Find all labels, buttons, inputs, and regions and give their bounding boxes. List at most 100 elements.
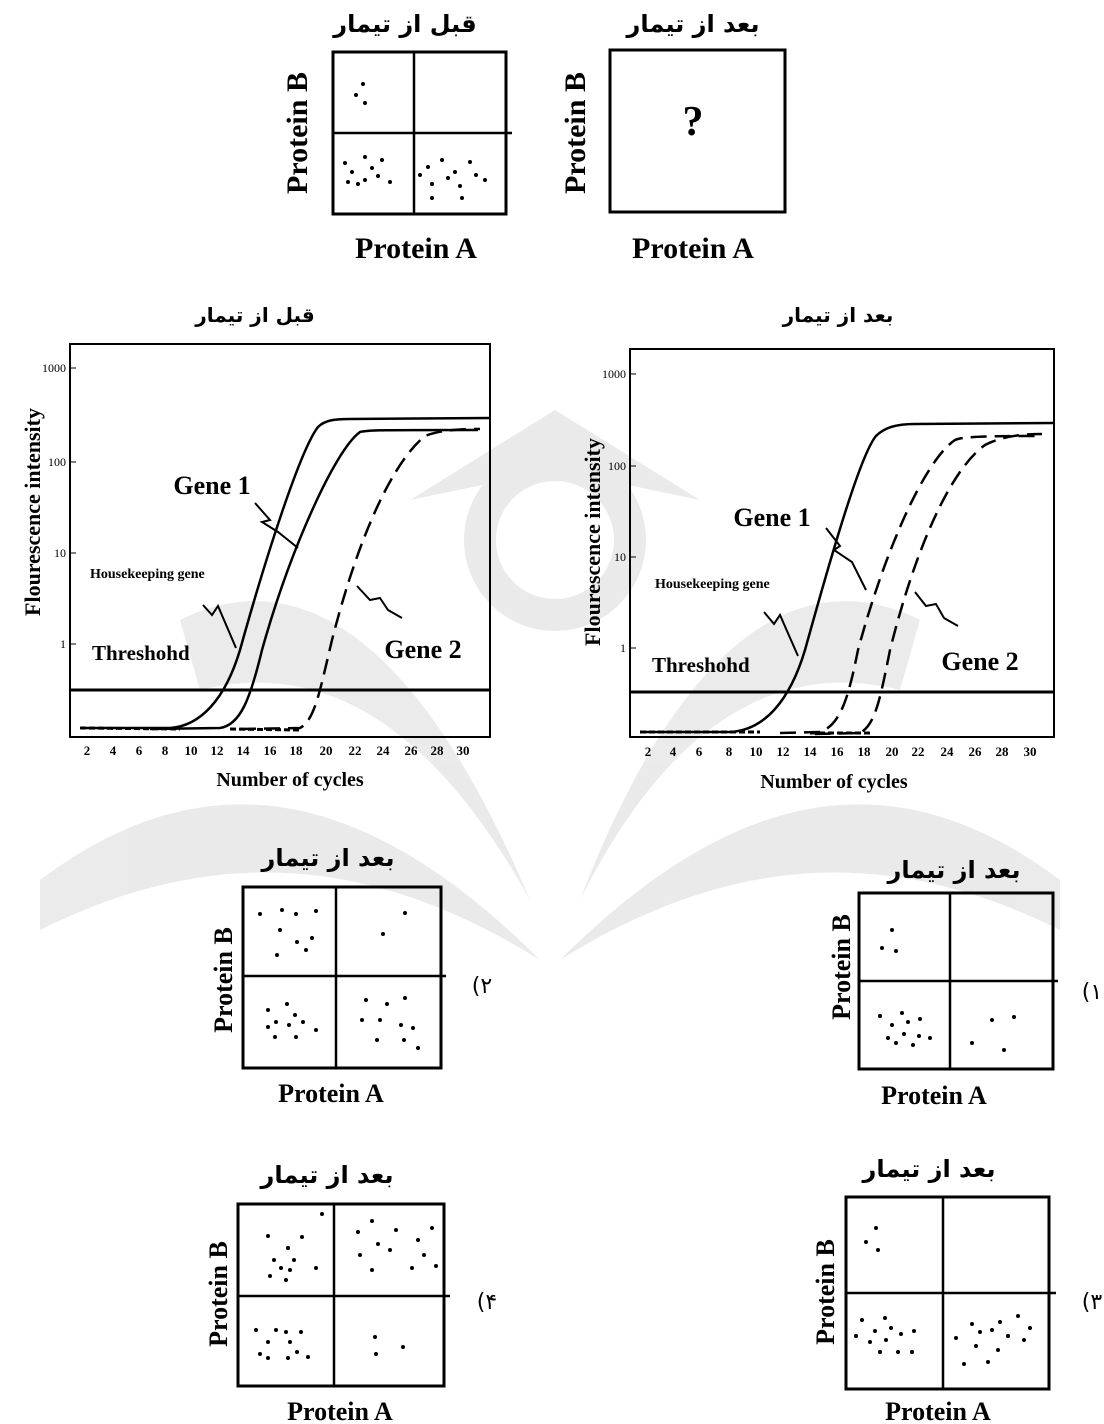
scatter-dot bbox=[453, 170, 457, 174]
scatter-dot bbox=[970, 1041, 974, 1045]
x-tick-label: 18 bbox=[290, 743, 304, 758]
scatter-dot bbox=[314, 1028, 318, 1032]
y-axis-label: Flourescence intensity bbox=[20, 408, 45, 616]
scatter-dot bbox=[356, 1230, 360, 1234]
scatter-dot bbox=[314, 909, 318, 913]
scatter-dot bbox=[292, 1258, 296, 1262]
scatter-dot bbox=[440, 158, 444, 162]
scatter-dot bbox=[364, 998, 368, 1002]
chart-title-after: بعد از تیمار bbox=[782, 303, 894, 327]
x-tick-label: 22 bbox=[912, 744, 925, 759]
scatter-dot bbox=[416, 1238, 420, 1242]
scatter-dot bbox=[890, 928, 894, 932]
y-tick-label: 1000 bbox=[42, 361, 66, 375]
x-tick-label: 14 bbox=[804, 744, 818, 759]
scatter-dot bbox=[363, 155, 367, 159]
y-tick-label: 100 bbox=[608, 459, 626, 473]
scatter-dot bbox=[280, 908, 284, 912]
scatter-dot bbox=[954, 1336, 958, 1340]
scatter-dot bbox=[458, 184, 462, 188]
scatter-dot bbox=[900, 1011, 904, 1015]
chart-title-before: قبل از تیمار bbox=[194, 303, 315, 327]
scatter-dot bbox=[446, 176, 450, 180]
scatter-dot bbox=[385, 1002, 389, 1006]
series-label-gene-2: Gene 2 bbox=[941, 647, 1018, 676]
scatter-dot bbox=[990, 1328, 994, 1332]
scatter-dot bbox=[363, 101, 367, 105]
x-ticks: 2 4 6 8 10 12 14 16 18 20 22 24 26 28 30 bbox=[645, 744, 1037, 759]
graphic-element bbox=[40, 804, 540, 960]
leader-arrow-housekeeping bbox=[202, 603, 237, 649]
x-axis-label: Number of cycles bbox=[760, 771, 908, 793]
scatter-dot bbox=[310, 936, 314, 940]
x-tick-label: 8 bbox=[726, 744, 733, 759]
scatter-dot bbox=[998, 1320, 1002, 1324]
x-tick-label: 30 bbox=[1024, 744, 1037, 759]
scatter-dot bbox=[361, 82, 365, 86]
scatter-dot bbox=[876, 1248, 880, 1252]
x-tick-label: 10 bbox=[750, 744, 763, 759]
scatter-dot bbox=[894, 1041, 898, 1045]
scatter-dot bbox=[896, 1350, 900, 1354]
y-ticks: 1000 100 10 1 bbox=[42, 361, 76, 651]
x-tick-label: 26 bbox=[969, 744, 983, 759]
scatter-dot bbox=[266, 1025, 270, 1029]
scatter-dot bbox=[295, 940, 299, 944]
scatter-dot bbox=[286, 1356, 290, 1360]
x-tick-label: 2 bbox=[645, 744, 652, 759]
scatter-dot bbox=[286, 1246, 290, 1250]
scatter-dot bbox=[272, 1258, 276, 1262]
scatter-dot bbox=[426, 165, 430, 169]
scatter-dot bbox=[358, 1253, 362, 1257]
threshold-label: Threshohd bbox=[92, 641, 190, 665]
x-tick-label: 16 bbox=[264, 743, 278, 758]
scatter-dot bbox=[354, 93, 358, 97]
scatter-dot bbox=[434, 1264, 438, 1268]
scatter-dot bbox=[374, 1352, 378, 1356]
axis-label-protein-a: Protein A bbox=[278, 1079, 384, 1108]
x-tick-label: 14 bbox=[237, 743, 251, 758]
scatter-dot bbox=[370, 166, 374, 170]
scatter-dot bbox=[1012, 1015, 1016, 1019]
dot-cluster bbox=[258, 908, 420, 1050]
dot-cluster bbox=[878, 928, 1016, 1052]
scatter-dot bbox=[864, 1240, 868, 1244]
scatter-dot bbox=[388, 180, 392, 184]
flow-panel-before: قبل از تیمار Protein A Protein B bbox=[281, 10, 512, 265]
scatter-dot bbox=[911, 1043, 915, 1047]
y-tick-label: 1000 bbox=[602, 367, 626, 381]
scatter-dot bbox=[886, 1036, 890, 1040]
axis-label-protein-b: Protein B bbox=[559, 72, 592, 194]
scatter-dot bbox=[401, 1345, 405, 1349]
option-number-2: (۲ bbox=[472, 974, 492, 999]
scatter-dot bbox=[928, 1036, 932, 1040]
scatter-dot bbox=[918, 1017, 922, 1021]
scatter-dot bbox=[376, 1242, 380, 1246]
scatter-dot bbox=[285, 1002, 289, 1006]
scatter-dot bbox=[899, 1332, 903, 1336]
x-tick-label: 20 bbox=[320, 743, 333, 758]
x-tick-label: 30 bbox=[457, 743, 470, 758]
scatter-dot bbox=[287, 1023, 291, 1027]
scatter-dot bbox=[314, 1266, 318, 1270]
graphic-element bbox=[580, 601, 920, 900]
option-number-1: (۱ bbox=[1082, 980, 1102, 1005]
scatter-dot bbox=[381, 932, 385, 936]
scatter-dot bbox=[990, 1018, 994, 1022]
scatter-dot bbox=[430, 1226, 434, 1230]
scatter-dot bbox=[299, 1330, 303, 1334]
option-number-4: (۴ bbox=[477, 1290, 497, 1315]
scatter-dot bbox=[464, 449, 646, 631]
scatter-dot bbox=[360, 1018, 364, 1022]
option-number-3: (۳ bbox=[1082, 1290, 1103, 1315]
scatter-dot bbox=[917, 1034, 921, 1038]
option-3-panel: بعد از تیمار Protein A Protein B (۳ bbox=[811, 1155, 1102, 1424]
scatter-dot bbox=[422, 1253, 426, 1257]
x-ticks: 2 4 6 8 10 12 14 16 18 20 22 24 26 28 30 bbox=[84, 743, 470, 758]
graphic-element bbox=[180, 601, 530, 900]
scatter-dot bbox=[1022, 1338, 1026, 1342]
qpcr-chart-after: بعد از تیمار 1000 100 10 1 2 4 6 8 10 12… bbox=[580, 303, 1055, 793]
axis-label-protein-a: Protein A bbox=[632, 232, 754, 265]
scatter-dot bbox=[854, 1334, 858, 1338]
